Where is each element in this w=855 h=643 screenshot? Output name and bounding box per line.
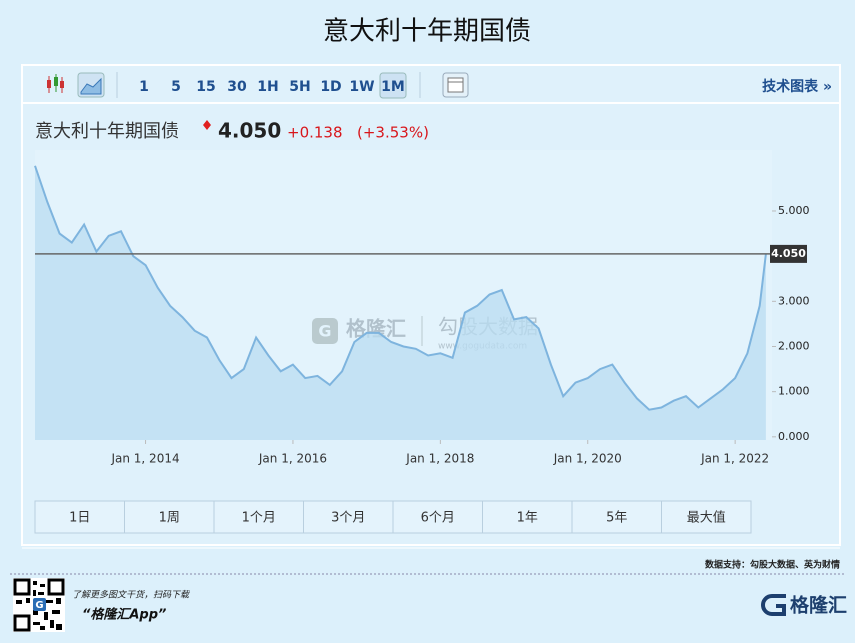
interval-button[interactable]: 5 (171, 79, 181, 95)
interval-button[interactable]: 1M (381, 79, 405, 95)
last-price-label: 4.050 (771, 247, 806, 260)
interval-button[interactable]: 1D (320, 79, 341, 95)
range-button[interactable] (661, 500, 752, 534)
interval-button[interactable]: 30 (227, 79, 247, 95)
y-tick-label: 1.000 (778, 385, 810, 398)
instrument-name: 意大利十年期国债 (35, 121, 179, 142)
change: +0.138 (287, 124, 343, 142)
x-tick-label: Jan 1, 2016 (258, 452, 327, 466)
range-button[interactable] (34, 500, 125, 534)
interval-button[interactable]: 1H (257, 79, 278, 95)
range-label[interactable]: 6个月 (421, 511, 455, 526)
y-tick-label: 2.000 (778, 339, 810, 352)
interval-button[interactable]: 5H (289, 79, 310, 95)
promo-app: “格隆汇App” (82, 607, 166, 623)
y-tick-label: 5.000 (778, 204, 810, 217)
up-diamond (203, 120, 211, 130)
interval-button[interactable]: 1W (349, 79, 374, 95)
tech-chart-link[interactable]: 技术图表 » (762, 78, 832, 95)
promo-line: 了解更多图文干货，扫码下载 (72, 590, 190, 601)
change-pct: (+3.53%) (357, 124, 429, 142)
x-tick-label: Jan 1, 2014 (110, 452, 179, 466)
x-tick-label: Jan 1, 2018 (405, 452, 474, 466)
interval-button[interactable]: 1 (139, 79, 149, 95)
logo: 格隆汇 (761, 594, 847, 617)
y-tick-label: 0.000 (778, 430, 810, 443)
range-label[interactable]: 1日 (69, 511, 90, 526)
range-button[interactable] (124, 500, 215, 534)
settings-icon[interactable] (442, 72, 469, 98)
range-button[interactable] (392, 500, 483, 534)
range-label[interactable]: 1周 (159, 511, 180, 526)
interval-selected[interactable] (379, 72, 407, 99)
line (34, 165, 767, 411)
area (35, 165, 766, 441)
range-label[interactable]: 1年 (517, 511, 538, 526)
logo-text: 格隆汇 (790, 594, 847, 617)
range-button[interactable] (213, 500, 304, 534)
range-button[interactable] (303, 500, 394, 534)
svg-text:G: G (35, 600, 43, 611)
range-label[interactable]: 最大值 (687, 510, 726, 526)
range-label[interactable]: 5年 (606, 511, 627, 526)
svg-text:G: G (318, 322, 331, 341)
source: 数据支持：勾股大数据、英为财情 (705, 559, 840, 571)
x-tick-label: Jan 1, 2022 (700, 452, 769, 466)
x-tick-label: Jan 1, 2020 (553, 452, 622, 466)
last-price: 4.050 (218, 119, 281, 143)
range-button[interactable] (482, 500, 573, 534)
candle-icon[interactable] (47, 74, 64, 93)
area-icon[interactable] (77, 72, 105, 98)
y-tick-label: 3.000 (778, 294, 810, 307)
range-label[interactable]: 1个月 (242, 511, 276, 526)
range-button[interactable] (571, 500, 662, 534)
range-label[interactable]: 3个月 (331, 511, 365, 526)
chart-title: 意大利十年期国债 (323, 17, 531, 47)
interval-button[interactable]: 15 (196, 79, 215, 95)
qr-code: G (13, 578, 65, 632)
last-price-box (770, 244, 807, 263)
